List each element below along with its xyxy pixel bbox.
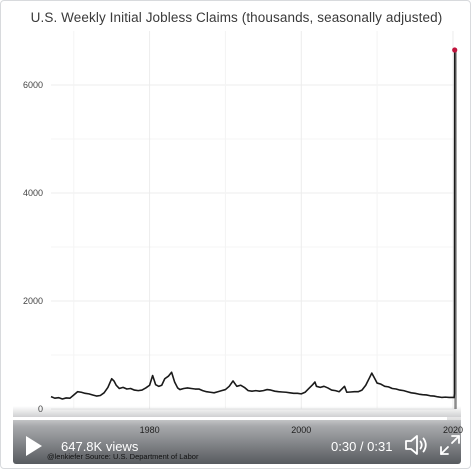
x-tick-label: 2000 xyxy=(291,425,312,435)
chart-credit: @lenkiefer Source: U.S. Department of La… xyxy=(47,452,199,461)
play-button[interactable] xyxy=(23,434,45,458)
series-line xyxy=(50,50,456,400)
volume-button[interactable] xyxy=(403,433,429,457)
y-tick-label: 2000 xyxy=(23,296,43,306)
y-axis-ticks: 0200040006000 xyxy=(23,80,43,414)
chart-gridlines xyxy=(51,31,456,410)
chart-title: U.S. Weekly Initial Jobless Claims (thou… xyxy=(30,10,443,25)
video-controls-overlay xyxy=(13,406,461,464)
video-progress-bar[interactable] xyxy=(13,417,461,420)
y-tick-label: 6000 xyxy=(23,80,43,90)
x-tick-label: 2020 xyxy=(442,425,463,435)
fullscreen-icon xyxy=(440,435,460,455)
volume-icon xyxy=(405,435,427,455)
chart-series xyxy=(50,47,458,409)
play-icon xyxy=(26,436,42,456)
fullscreen-button[interactable] xyxy=(439,434,461,456)
playback-time: 0:30 / 0:31 xyxy=(331,439,393,454)
video-progress-fill xyxy=(13,417,447,420)
view-count: 647.8K views xyxy=(61,439,139,454)
last-data-point xyxy=(452,47,458,53)
x-tick-label: 1980 xyxy=(139,425,160,435)
y-tick-label: 4000 xyxy=(23,188,43,198)
